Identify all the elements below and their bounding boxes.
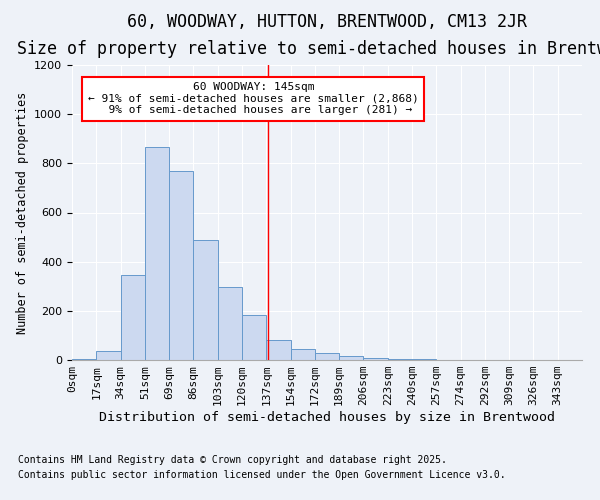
Bar <box>96 352 121 360</box>
Bar <box>242 314 266 360</box>
Bar <box>72 359 96 360</box>
Text: Contains public sector information licensed under the Open Government Licence v3: Contains public sector information licen… <box>18 470 506 480</box>
Y-axis label: Number of semi-detached properties: Number of semi-detached properties <box>16 92 29 334</box>
Bar <box>266 340 290 360</box>
Bar <box>364 358 388 360</box>
Text: Contains HM Land Registry data © Crown copyright and database right 2025.: Contains HM Land Registry data © Crown c… <box>18 455 447 465</box>
Bar <box>145 148 169 360</box>
Bar <box>218 288 242 360</box>
Bar <box>290 349 315 360</box>
X-axis label: Distribution of semi-detached houses by size in Brentwood: Distribution of semi-detached houses by … <box>99 411 555 424</box>
Bar <box>193 240 218 360</box>
Bar <box>169 170 193 360</box>
Text: 60 WOODWAY: 145sqm
← 91% of semi-detached houses are smaller (2,868)
  9% of sem: 60 WOODWAY: 145sqm ← 91% of semi-detache… <box>88 82 419 116</box>
Bar <box>121 275 145 360</box>
Bar <box>339 356 364 360</box>
Bar <box>388 359 412 360</box>
Bar <box>315 352 339 360</box>
Title: 60, WOODWAY, HUTTON, BRENTWOOD, CM13 2JR
Size of property relative to semi-detac: 60, WOODWAY, HUTTON, BRENTWOOD, CM13 2JR… <box>17 14 600 58</box>
